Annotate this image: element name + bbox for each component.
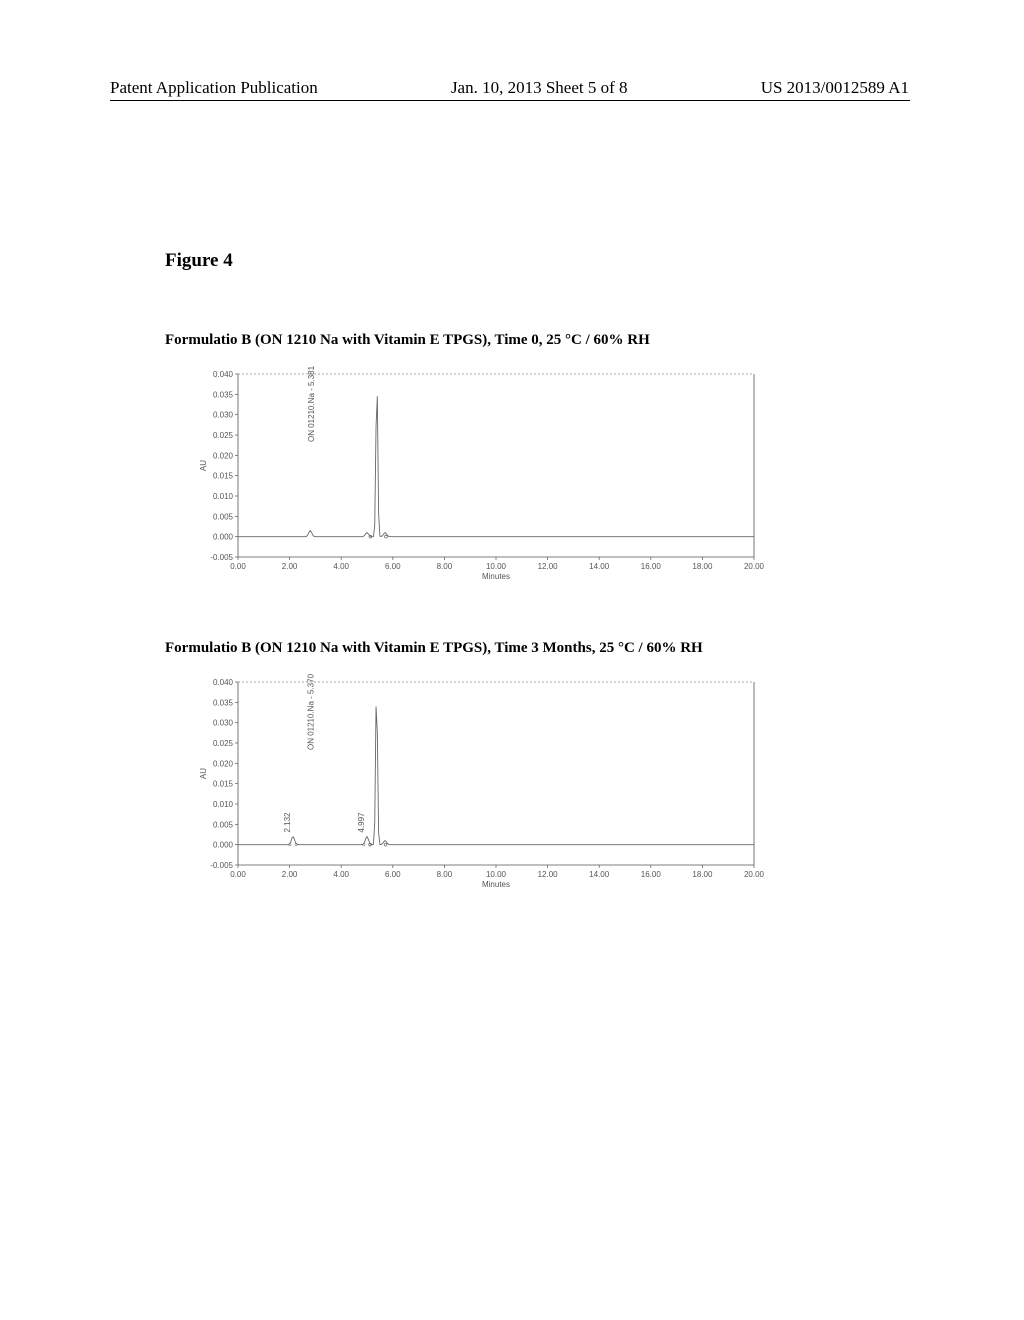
chart1-chromatogram: -0.005 0.000 0.005 0.010 0.015 0.020 0.025 0.03… xyxy=(200,368,760,583)
svg-text:0.010: 0.010 xyxy=(213,800,234,809)
header-rule xyxy=(110,100,910,101)
svg-text:0.025: 0.025 xyxy=(213,739,234,748)
svg-text:18.00: 18.00 xyxy=(692,562,713,571)
svg-text:16.00: 16.00 xyxy=(641,562,662,571)
svg-text:0.005: 0.005 xyxy=(213,820,234,829)
svg-text:14.00: 14.00 xyxy=(589,562,610,571)
svg-text:0.000: 0.000 xyxy=(213,841,234,850)
svg-text:8.00: 8.00 xyxy=(437,870,453,879)
svg-text:-0.005: -0.005 xyxy=(210,553,233,562)
svg-text:0.030: 0.030 xyxy=(213,411,234,420)
svg-text:2.132: 2.132 xyxy=(283,812,292,833)
svg-text:ON 01210.Na - 5.370: ON 01210.Na - 5.370 xyxy=(307,673,316,750)
svg-text:0.00: 0.00 xyxy=(230,870,246,879)
svg-text:20.00: 20.00 xyxy=(744,562,765,571)
svg-text:6.00: 6.00 xyxy=(385,870,401,879)
svg-text:0.015: 0.015 xyxy=(213,472,234,481)
svg-text:Minutes: Minutes xyxy=(482,572,510,581)
svg-text:0.035: 0.035 xyxy=(213,698,234,707)
header-right: US 2013/0012589 A1 xyxy=(761,78,909,98)
svg-text:2.00: 2.00 xyxy=(282,562,298,571)
svg-text:8.00: 8.00 xyxy=(437,562,453,571)
svg-text:0.035: 0.035 xyxy=(213,390,234,399)
chart2-chromatogram: -0.005 0.000 0.005 0.010 0.015 0.020 0.025 0.03… xyxy=(200,676,760,891)
svg-text:0.030: 0.030 xyxy=(213,719,234,728)
svg-text:0.00: 0.00 xyxy=(230,562,246,571)
svg-text:-0.005: -0.005 xyxy=(210,861,233,870)
svg-text:0.025: 0.025 xyxy=(213,431,234,440)
svg-text:14.00: 14.00 xyxy=(589,870,610,879)
chart2-title: Formulatio B (ON 1210 Na with Vitamin E … xyxy=(165,640,703,657)
svg-text:2.00: 2.00 xyxy=(282,870,298,879)
svg-text:6.00: 6.00 xyxy=(385,562,401,571)
svg-text:10.00: 10.00 xyxy=(486,562,507,571)
header-left: Patent Application Publication xyxy=(110,78,318,98)
svg-text:0.015: 0.015 xyxy=(213,780,234,789)
svg-text:4.997: 4.997 xyxy=(357,812,366,833)
chart1-title: Formulatio B (ON 1210 Na with Vitamin E … xyxy=(165,332,650,349)
svg-text:20.00: 20.00 xyxy=(744,870,765,879)
svg-text:0.010: 0.010 xyxy=(213,492,234,501)
svg-text:0.020: 0.020 xyxy=(213,759,234,768)
svg-text:4.00: 4.00 xyxy=(333,562,349,571)
svg-text:Minutes: Minutes xyxy=(482,880,510,889)
svg-text:0.040: 0.040 xyxy=(213,370,234,379)
svg-text:0.020: 0.020 xyxy=(213,451,234,460)
page-header: Patent Application Publication Jan. 10, … xyxy=(0,78,1024,98)
header-center: Jan. 10, 2013 Sheet 5 of 8 xyxy=(451,78,628,98)
svg-text:AU: AU xyxy=(199,460,208,471)
svg-text:16.00: 16.00 xyxy=(641,870,662,879)
svg-text:12.00: 12.00 xyxy=(538,870,559,879)
svg-text:AU: AU xyxy=(199,768,208,779)
svg-text:12.00: 12.00 xyxy=(538,562,559,571)
svg-text:4.00: 4.00 xyxy=(333,870,349,879)
svg-text:0.005: 0.005 xyxy=(213,512,234,521)
svg-text:0.040: 0.040 xyxy=(213,678,234,687)
svg-text:10.00: 10.00 xyxy=(486,870,507,879)
svg-text:0.000: 0.000 xyxy=(213,533,234,542)
svg-text:ON 01210.Na - 5.381: ON 01210.Na - 5.381 xyxy=(307,365,316,442)
figure-label: Figure 4 xyxy=(165,250,233,272)
svg-text:18.00: 18.00 xyxy=(692,870,713,879)
